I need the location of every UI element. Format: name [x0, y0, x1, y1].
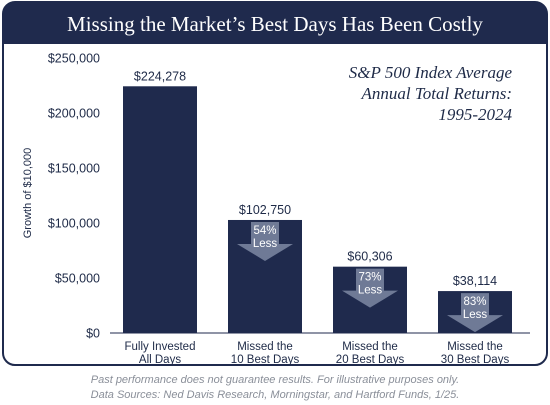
category-label: Missed the [447, 341, 503, 353]
reduction-percent: 73% [358, 272, 381, 284]
annotation-line: 1995-2024 [438, 105, 512, 124]
bar-value-label: $38,114 [453, 274, 497, 288]
category-label: 10 Best Days [231, 354, 300, 366]
y-axis-label: Growth of $10,000 [22, 148, 34, 239]
category-label: Missed the [237, 341, 293, 353]
footnote-line: Data Sources: Ned Davis Research, Mornin… [91, 389, 460, 401]
y-tick-label: $150,000 [48, 162, 100, 176]
category-label: Fully Invested [125, 341, 196, 353]
reduction-text: Less [253, 238, 278, 250]
y-tick-label: $100,000 [48, 217, 100, 231]
y-tick-label: $0 [86, 327, 100, 341]
reduction-text: Less [463, 309, 488, 321]
title-band [3, 2, 547, 44]
bar-value-label: $102,750 [239, 203, 291, 217]
y-tick-label: $200,000 [48, 107, 100, 121]
reduction-arrow-icon [342, 268, 398, 308]
category-label: 20 Best Days [336, 354, 405, 366]
bar-value-label: $224,278 [134, 69, 186, 83]
reduction-arrow-icon [447, 293, 503, 333]
bar-value-label: $60,306 [347, 250, 392, 264]
annotation-line: Annual Total Returns: [361, 84, 513, 103]
reduction-text: Less [358, 285, 383, 297]
reduction-percent: 83% [463, 296, 486, 308]
category-label: Missed the [342, 341, 398, 353]
chart-title: Missing the Market’s Best Days Has Been … [67, 12, 483, 36]
footnote-line: Past performance does not guarantee resu… [91, 374, 459, 386]
y-axis: $0 $50,000 $100,000 $150,000 $200,000 $250,00… [48, 52, 100, 341]
y-tick-label: $50,000 [55, 272, 100, 286]
bar [123, 86, 197, 334]
annotation-line: S&P 500 Index Average [349, 63, 513, 82]
reduction-arrow-icon [237, 221, 293, 261]
y-tick-label: $250,000 [48, 52, 100, 66]
chart-annotation: S&P 500 Index Average Annual Total Retur… [349, 63, 513, 124]
bars-group: $224,278$102,75054%Less$60,30673%Less$38… [123, 69, 512, 334]
reduction-percent: 54% [253, 225, 276, 237]
category-label: 30 Best Days [441, 354, 510, 366]
category-label: All Days [139, 354, 181, 366]
